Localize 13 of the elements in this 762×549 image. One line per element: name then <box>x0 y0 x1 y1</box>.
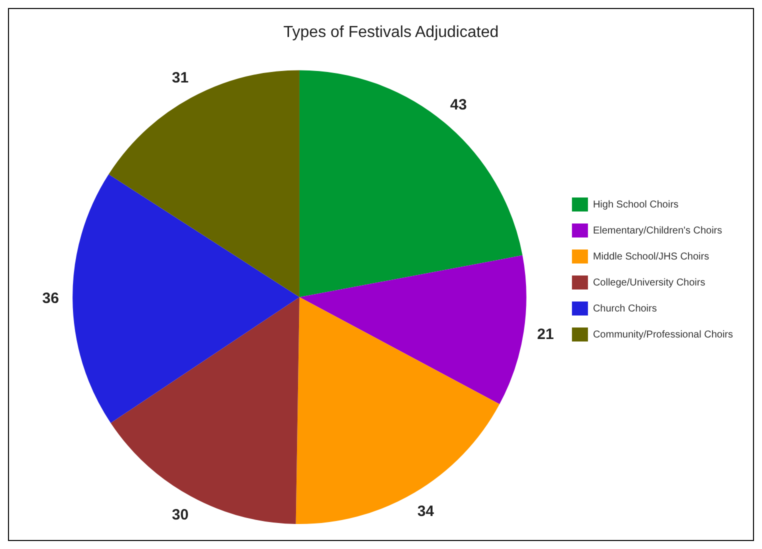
legend-label: Elementary/Children's Choirs <box>592 225 722 236</box>
data-label: 30 <box>172 506 189 524</box>
legend-label: Church Choirs <box>592 303 657 314</box>
legend-label: High School Choirs <box>592 199 679 210</box>
data-label: 34 <box>417 502 435 520</box>
legend-label: Middle School/JHS Choirs <box>592 251 710 262</box>
data-label: 31 <box>172 70 189 87</box>
data-label: 21 <box>537 326 554 344</box>
legend-label: College/University Choirs <box>592 277 706 288</box>
data-label: 36 <box>42 290 59 308</box>
legend-label: Community/Professional Choirs <box>592 329 734 340</box>
data-label: 43 <box>450 96 467 114</box>
chart-title: Types of Festivals Adjudicated <box>283 24 499 42</box>
